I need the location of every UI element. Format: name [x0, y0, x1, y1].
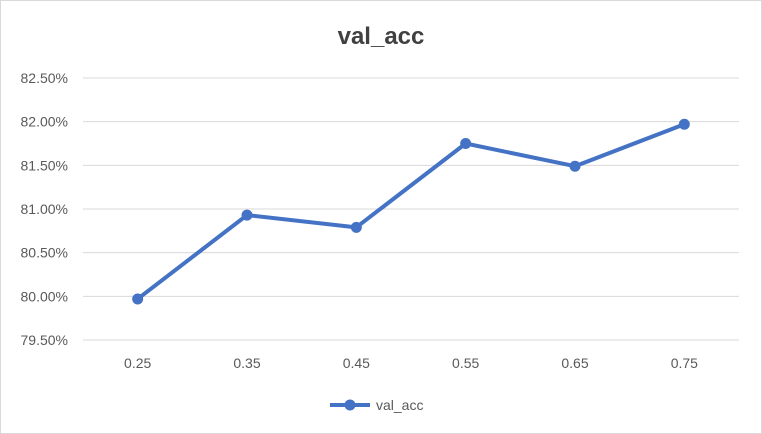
data-point — [350, 221, 362, 233]
chart-title: val_acc — [338, 23, 425, 50]
data-point — [241, 209, 253, 221]
data-point — [569, 160, 581, 172]
y-tick-label: 82.50% — [21, 70, 68, 86]
data-point — [678, 118, 690, 130]
data-point — [460, 138, 472, 149]
x-axis-ticks: 0.25 0.35 0.45 0.55 0.65 0.75 — [124, 355, 698, 371]
x-tick-label: 0.45 — [343, 355, 370, 371]
legend-label: val_acc — [376, 397, 423, 413]
y-tick-label: 81.00% — [21, 201, 68, 217]
y-tick-label: 79.50% — [21, 332, 68, 348]
x-tick-label: 0.65 — [561, 355, 588, 371]
data-point — [132, 293, 144, 305]
y-tick-label: 80.50% — [21, 245, 68, 261]
y-axis-ticks: 79.50% 80.00% 80.50% 81.00% 81.50% 82.00% 82.5… — [21, 70, 68, 348]
y-tick-label: 80.00% — [21, 288, 68, 304]
legend-point-marker — [344, 399, 356, 411]
grid — [83, 77, 739, 341]
series-line — [135, 122, 687, 301]
series — [132, 118, 690, 305]
x-tick-label: 0.35 — [233, 355, 260, 371]
y-tick-label: 81.50% — [21, 157, 68, 173]
x-tick-label: 0.75 — [671, 355, 698, 371]
y-tick-label: 82.00% — [21, 114, 68, 130]
legend: val_acc — [330, 397, 423, 413]
x-tick-label: 0.25 — [124, 355, 151, 371]
x-tick-label: 0.55 — [452, 355, 479, 371]
